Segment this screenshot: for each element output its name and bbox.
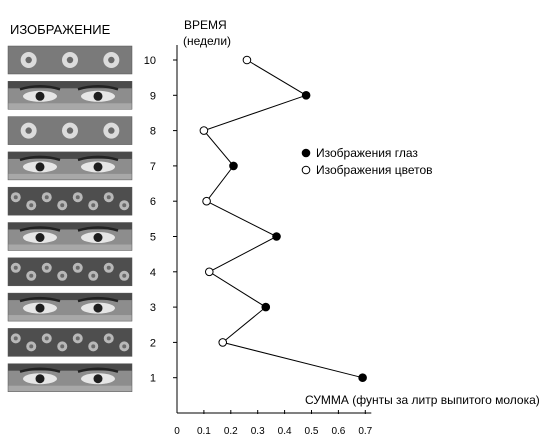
y-tick-label: 8 <box>150 126 156 138</box>
series-line <box>203 59 363 379</box>
eyes-data-point <box>261 302 271 312</box>
plot-area <box>199 55 367 383</box>
flowers-image-strip <box>7 328 133 357</box>
y-axis-unit: (недели) <box>183 34 231 48</box>
eyes-image-strip <box>7 363 133 392</box>
y-tick-label: 4 <box>150 267 156 279</box>
axes: 1 2 3 4 5 6 7 8 9 10 0 0.1 0.2 0.3 0.4 0.5 0.6 0.7 <box>144 45 373 437</box>
eyes-image-strip <box>7 151 133 181</box>
flowers-image-strip <box>7 257 133 287</box>
y-axis-title: ВРЕМЯ (недели) <box>183 18 231 48</box>
x-tick-label: 0.4 <box>278 426 292 437</box>
legend-marker <box>301 165 311 175</box>
eyes-image-strip <box>7 292 133 322</box>
y-tick-label: 10 <box>144 55 156 67</box>
x-tick-label: 0.1 <box>197 426 211 437</box>
flowers-data-point <box>204 267 214 277</box>
eyes-data-point <box>272 232 281 241</box>
y-axis-label: ВРЕМЯ <box>184 18 227 32</box>
image-strips <box>7 45 133 392</box>
y-tick-label: 3 <box>150 302 156 314</box>
images-header: ИЗОБРАЖЕНИЕ <box>10 22 111 37</box>
flowers-data-point <box>202 196 211 206</box>
flowers-data-point <box>199 126 209 135</box>
flowers-data-point <box>242 55 252 65</box>
x-tick-label: 0.2 <box>224 426 238 437</box>
y-tick-label: 2 <box>150 337 156 349</box>
x-tick-label: 0.6 <box>331 426 345 437</box>
legend: Изображения глаз Изображения цветов <box>301 146 433 177</box>
flowers-image-strip <box>7 116 133 145</box>
legend-marker <box>301 148 311 158</box>
eyes-data-point <box>358 373 367 383</box>
y-tick-label: 5 <box>150 232 156 244</box>
x-tick-label: 0.7 <box>358 426 372 437</box>
x-tick-label: 0.5 <box>305 426 319 437</box>
y-tick-label: 1 <box>150 373 156 385</box>
flowers-image-strip <box>7 45 133 75</box>
x-tick-label: 0.3 <box>251 426 265 437</box>
flowers-image-strip <box>7 186 133 216</box>
legend-label: Изображения цветов <box>316 163 433 177</box>
legend-label: Изображения глаз <box>316 146 418 160</box>
eyes-image-strip <box>7 222 133 251</box>
x-tick-label: 0 <box>174 426 180 437</box>
eyes-image-strip <box>7 81 133 110</box>
y-tick-label: 9 <box>150 90 156 102</box>
flowers-data-point <box>218 338 228 347</box>
y-tick-label: 6 <box>150 196 156 208</box>
y-tick-label: 7 <box>150 161 156 173</box>
x-axis-label: СУММА (фунты за литр выпитого молока) <box>305 393 540 407</box>
eyes-data-point <box>301 91 311 100</box>
eyes-data-point <box>229 161 238 171</box>
